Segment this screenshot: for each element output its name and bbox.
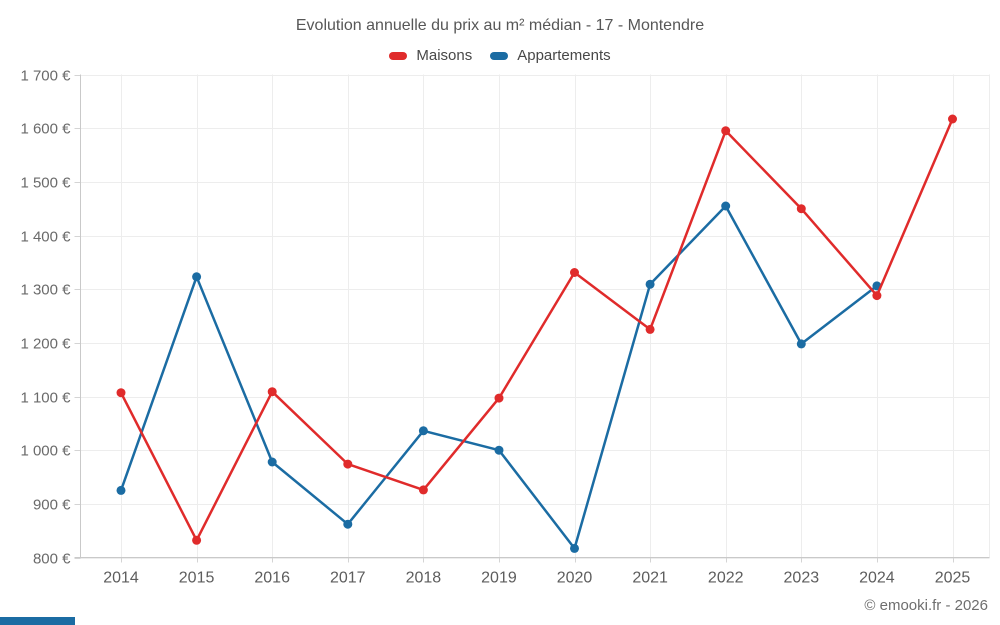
data-point-maisons-2021[interactable] — [645, 324, 655, 334]
legend-item-appartements[interactable]: Appartements — [490, 47, 611, 64]
data-point-appartements-2019[interactable] — [494, 445, 504, 455]
series-line-maisons — [119, 117, 954, 542]
x-tick-label: 2021 — [632, 570, 668, 587]
x-tick-label: 2019 — [481, 570, 517, 587]
series-line-appartements — [119, 204, 879, 550]
x-tick-label: 2025 — [935, 570, 971, 587]
legend-item-maisons[interactable]: Maisons — [389, 47, 472, 64]
data-point-maisons-2024[interactable] — [872, 291, 882, 301]
y-tick-label: 1 100 € — [20, 390, 71, 407]
data-point-appartements-2016[interactable] — [267, 457, 277, 467]
y-tick-label: 800 € — [33, 551, 71, 568]
x-tick-label: 2024 — [859, 570, 895, 587]
x-tick-label: 2020 — [557, 570, 593, 587]
data-point-maisons-2014[interactable] — [116, 388, 126, 398]
y-tick-label: 1 300 € — [20, 282, 71, 299]
y-tick-label: 1 600 € — [20, 121, 71, 138]
copyright-credit: © emooki.fr - 2026 — [864, 597, 988, 614]
chart-legend: Maisons Appartements — [0, 47, 1000, 64]
x-tick-label: 2016 — [254, 570, 290, 587]
data-point-maisons-2020[interactable] — [570, 268, 579, 277]
data-point-maisons-2019[interactable] — [494, 393, 504, 403]
appartements-series-swatch-icon — [490, 51, 509, 60]
y-tick-label: 1 400 € — [20, 229, 71, 246]
legend-label-maisons: Maisons — [416, 47, 473, 64]
x-tick-label: 2014 — [103, 570, 139, 587]
data-point-appartements-2015[interactable] — [192, 272, 202, 282]
data-point-appartements-2018[interactable] — [418, 426, 428, 436]
x-tick-label: 2022 — [708, 570, 744, 587]
maisons-series-swatch-icon — [389, 51, 408, 60]
data-point-maisons-2018[interactable] — [418, 485, 428, 495]
bottom-left-accent-bar — [0, 617, 75, 625]
y-tick-label: 1 700 € — [20, 68, 71, 85]
x-tick-label: 2017 — [330, 570, 366, 587]
data-point-maisons-2023[interactable] — [796, 204, 806, 214]
data-point-maisons-2016[interactable] — [267, 387, 277, 397]
data-point-maisons-2017[interactable] — [343, 459, 353, 469]
data-point-appartements-2022[interactable] — [721, 201, 731, 211]
y-tick-label: 1 500 € — [20, 175, 71, 192]
data-point-appartements-2014[interactable] — [116, 485, 126, 495]
data-point-maisons-2015[interactable] — [192, 535, 202, 545]
legend-label-appartements: Appartements — [517, 47, 611, 64]
data-point-appartements-2021[interactable] — [645, 279, 655, 289]
y-tick-label: 1 200 € — [20, 336, 71, 353]
data-point-appartements-2020[interactable] — [570, 543, 579, 553]
data-point-maisons-2022[interactable] — [721, 126, 731, 136]
y-tick-label: 900 € — [33, 497, 71, 514]
data-point-maisons-2025[interactable] — [948, 114, 957, 124]
x-tick-label: 2023 — [784, 570, 820, 587]
x-tick-label: 2018 — [406, 570, 442, 587]
x-tick-label: 2015 — [179, 570, 215, 587]
page-title: Evolution annuelle du prix au m² médian … — [295, 17, 705, 34]
y-tick-label: 1 000 € — [20, 443, 71, 460]
data-point-appartements-2017[interactable] — [343, 519, 353, 529]
data-point-appartements-2023[interactable] — [796, 339, 806, 349]
